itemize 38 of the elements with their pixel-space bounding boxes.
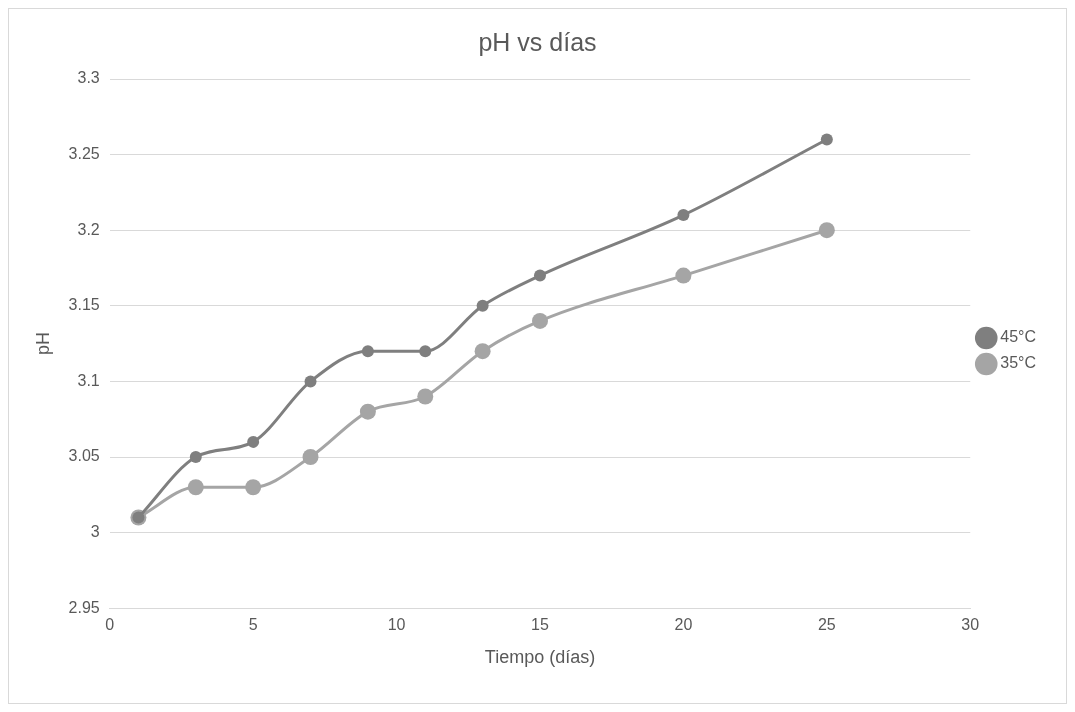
- point: [474, 343, 491, 360]
- x-tick-label: 10: [387, 616, 406, 634]
- y-tick-label: 3.05: [68, 447, 100, 465]
- point: [247, 435, 260, 448]
- y-tick-label: 3.1: [77, 371, 100, 389]
- legend-label: 45°C: [1000, 328, 1036, 346]
- point: [361, 345, 374, 358]
- legend-label: 35°C: [1000, 354, 1036, 372]
- y-tick-label: 3.25: [68, 145, 100, 163]
- point: [818, 222, 835, 239]
- chart-title: pH vs días: [478, 27, 597, 56]
- point: [532, 312, 548, 329]
- x-tick-label: 25: [817, 616, 836, 634]
- y-tick-label: 2.95: [68, 598, 100, 616]
- point: [820, 133, 833, 146]
- point: [476, 299, 489, 312]
- point: [534, 269, 546, 282]
- y-axis-title: pH: [32, 332, 53, 356]
- x-tick-label: 5: [248, 616, 258, 634]
- point: [675, 267, 692, 284]
- point: [359, 403, 376, 420]
- y-tick-label: 3: [90, 523, 100, 541]
- y-tick-label: 3.2: [77, 220, 100, 238]
- y-tick-label: 3.15: [68, 296, 100, 314]
- x-axis-title: Tiempo (días): [484, 647, 596, 668]
- point: [419, 345, 432, 358]
- point: [245, 479, 262, 496]
- point: [189, 451, 202, 463]
- point: [302, 449, 319, 465]
- y-tick-label: 3.3: [77, 69, 100, 87]
- point: [417, 388, 434, 405]
- x-tick-label: 0: [105, 616, 115, 634]
- point: [677, 209, 690, 222]
- point: [187, 479, 204, 496]
- x-tick-label: 30: [961, 616, 980, 634]
- x-tick-label: 20: [674, 616, 693, 634]
- point: [304, 375, 317, 388]
- x-tick-label: 15: [531, 616, 549, 634]
